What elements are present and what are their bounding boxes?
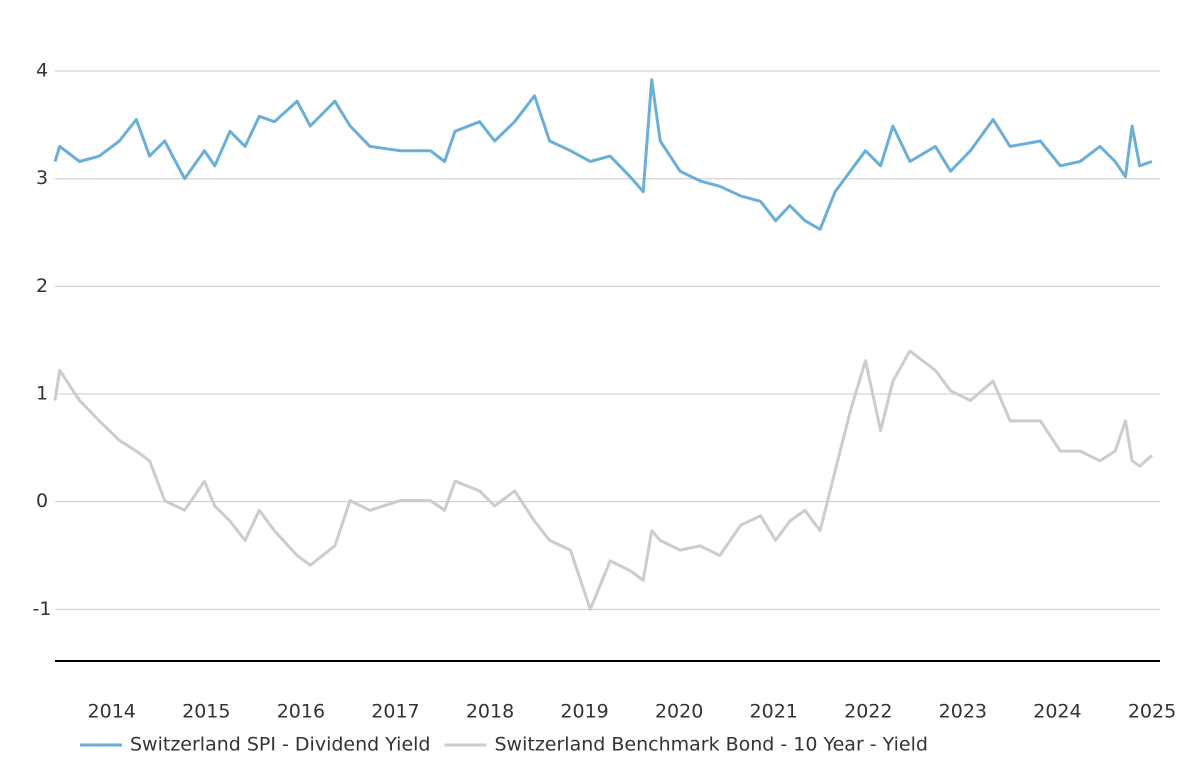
legend-label: Switzerland Benchmark Bond - 10 Year - Y…: [494, 734, 927, 756]
x-tick-label: 2016: [277, 701, 325, 723]
x-tick-label: 2019: [560, 701, 608, 723]
y-tick-label: 0: [36, 490, 48, 512]
x-tick-label: 2023: [939, 701, 987, 723]
line-series: [53, 78, 1153, 231]
x-tick-label: 2015: [182, 701, 230, 723]
x-tick-label: 2017: [371, 701, 419, 723]
line-series: [53, 349, 1153, 611]
x-tick-label: 2020: [655, 701, 703, 723]
y-tick-label: 2: [36, 275, 48, 297]
x-tick-label: 2018: [466, 701, 514, 723]
x-tick-label: 2014: [88, 701, 136, 723]
x-tick-label: 2024: [1033, 701, 1081, 723]
x-tick-label: 2022: [844, 701, 892, 723]
y-tick-label: 1: [36, 383, 48, 405]
legend-label: Switzerland SPI - Dividend Yield: [130, 734, 430, 756]
x-tick-label: 2021: [750, 701, 798, 723]
y-tick-label: -1: [33, 598, 52, 620]
y-tick-label: 3: [36, 167, 48, 189]
y-tick-label: 4: [36, 60, 48, 82]
x-tick-label: 2025: [1128, 701, 1176, 723]
